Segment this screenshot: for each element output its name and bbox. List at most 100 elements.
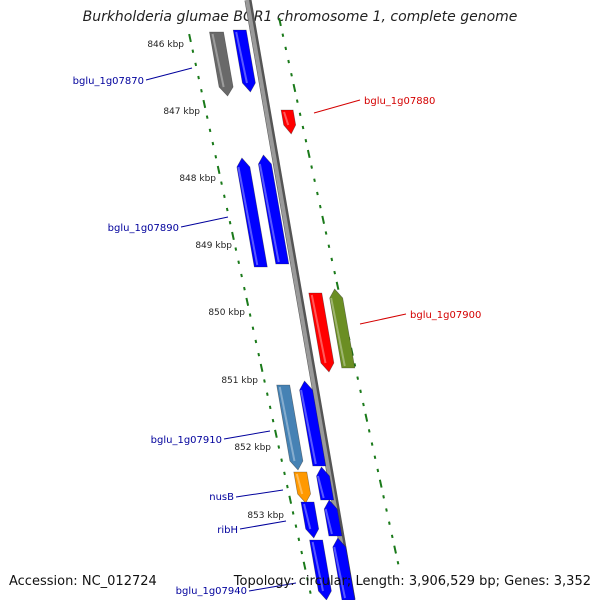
outer-ring-minor-tick — [362, 402, 365, 407]
outer-ring-minor-tick — [396, 561, 400, 565]
gene-label-8: bglu_1g07940 — [176, 586, 247, 597]
inner-ring-minor-tick — [308, 590, 312, 594]
outer-ring-minor-tick — [373, 455, 377, 460]
accession-info: Accession: NC_012724 — [9, 574, 157, 589]
inner-ring-minor-tick — [254, 339, 258, 344]
cds-bglu-1g07880-highlight — [283, 111, 290, 126]
inner-ring-minor-tick — [197, 75, 200, 80]
cds-bglu-1g07900-highlight — [310, 294, 327, 364]
inner-ring-minor-tick — [220, 181, 223, 185]
gene-label-6: nusB — [209, 492, 234, 503]
outer-ring-minor-tick — [287, 59, 290, 64]
outer-ring-minor-tick — [370, 442, 374, 446]
inner-ring-minor-tick — [240, 273, 243, 278]
cds-bglu-1g07890-a — [236, 157, 268, 268]
topology-value: circular — [298, 574, 347, 589]
outer-ring-minor-tick — [318, 204, 322, 209]
outer-ring-minor-tick — [390, 534, 394, 539]
inner-ring-minor-tick — [271, 418, 275, 423]
outer-ring-minor-tick — [304, 138, 308, 143]
cds-bglu-1g07890-b — [258, 154, 290, 265]
cds-bglu-1g07880 — [280, 109, 297, 135]
cds-bglu-1g07940-b-highlight — [333, 546, 346, 599]
cds-bglu-1g07860 — [209, 31, 234, 97]
cds-bglu-1g07940-highlight — [311, 541, 324, 592]
cds-ribH-b — [323, 499, 343, 537]
gene-label-5: bglu_1g07910 — [151, 435, 222, 446]
cds-bglu-1g07870-highlight — [235, 31, 248, 84]
gene-leader-3 — [180, 216, 229, 228]
gene-leader-7 — [239, 520, 287, 530]
outer-ring-minor-tick — [376, 468, 380, 473]
outer-ring-major-tick — [278, 17, 282, 27]
inner-ring-major-tick — [302, 561, 307, 570]
inner-ring-minor-tick — [194, 62, 198, 67]
inner-ring-minor-tick — [251, 326, 255, 331]
inner-ring-minor-tick — [214, 154, 218, 159]
tick-label-5: 850 kbp — [208, 308, 245, 318]
outer-ring-minor-tick — [367, 429, 371, 433]
inner-ring-major-tick — [216, 165, 221, 175]
inner-ring-minor-tick — [300, 550, 304, 555]
accession-label: Accession: — [9, 574, 78, 589]
cds-bglu-1g07910-highlight — [278, 386, 296, 462]
outer-ring-minor-tick — [290, 72, 293, 77]
gene-label-7: ribH — [217, 525, 238, 536]
inner-ring-minor-tick — [225, 207, 229, 212]
cds-bglu-1g07860-highlight — [211, 33, 225, 88]
outer-ring-minor-tick — [295, 99, 299, 103]
cds-bglu-1g07900 — [308, 292, 335, 373]
inner-ring-minor-tick — [297, 537, 301, 542]
tick-label-2: 847 kbp — [163, 107, 200, 117]
cds-bglu-1g07870 — [232, 29, 256, 93]
outer-ring-minor-tick — [281, 33, 285, 37]
inner-ring-minor-tick — [191, 49, 195, 53]
inner-ring-minor-tick — [266, 392, 269, 396]
inner-ring-minor-tick — [280, 458, 283, 462]
inner-ring-minor-tick — [237, 260, 241, 265]
tick-label-1: 846 kbp — [147, 40, 184, 50]
gene-leader-8 — [248, 582, 297, 592]
accession-value: NC_012724 — [81, 574, 157, 589]
feature-track — [209, 29, 356, 600]
outer-ring-major-tick — [335, 281, 340, 290]
outer-ring-minor-tick — [327, 244, 331, 249]
outer-ring-major-tick — [292, 83, 297, 93]
outer-ring-minor-tick — [284, 46, 288, 51]
outer-ring-minor-tick — [298, 112, 302, 117]
cds-ribH — [300, 501, 320, 539]
gene-leader-1 — [145, 67, 193, 81]
genes-value: 3,352 — [553, 574, 591, 589]
tick-label-3: 848 kbp — [179, 174, 216, 184]
cds-nusB-b-highlight — [316, 475, 325, 499]
tick-ring-inner — [188, 33, 312, 594]
tick-label-8: 853 kbp — [247, 511, 284, 521]
outer-ring-major-tick — [378, 479, 383, 488]
inner-ring-minor-tick — [294, 524, 298, 528]
outer-ring-minor-tick — [356, 376, 360, 380]
outer-ring-minor-tick — [333, 270, 336, 275]
tick-label-7: 852 kbp — [234, 443, 271, 453]
inner-ring-major-tick — [231, 231, 235, 241]
length-label: Length: — [355, 574, 405, 589]
inner-ring-major-tick — [259, 363, 264, 372]
outer-ring-minor-tick — [313, 178, 316, 183]
cds-nusB — [293, 471, 311, 504]
cds-bglu-1g07920 — [299, 380, 327, 467]
cds-bglu-1g07900-b — [329, 288, 356, 369]
cds-bglu-1g07910 — [276, 384, 304, 471]
gene-leader-6 — [235, 489, 284, 498]
cds-ribH-b-highlight — [324, 508, 333, 535]
inner-ring-minor-tick — [248, 313, 252, 317]
length-value: 3,906,529 bp — [408, 574, 496, 589]
outer-ring-minor-tick — [388, 521, 391, 525]
gene-labels: bglu_1g07870 bglu_1g07880 bglu_1g07890bglu… — [73, 67, 481, 597]
topology-label: Topology: — [233, 574, 295, 589]
tick-label-6: 851 kbp — [221, 376, 258, 386]
cds-bglu-1g07900-b-highlight — [330, 297, 346, 367]
outer-ring-minor-tick — [330, 257, 334, 262]
inner-ring-minor-tick — [268, 405, 272, 410]
cds-bglu-1g07890-a-highlight — [237, 166, 259, 266]
gene-leader-4 — [359, 313, 407, 325]
